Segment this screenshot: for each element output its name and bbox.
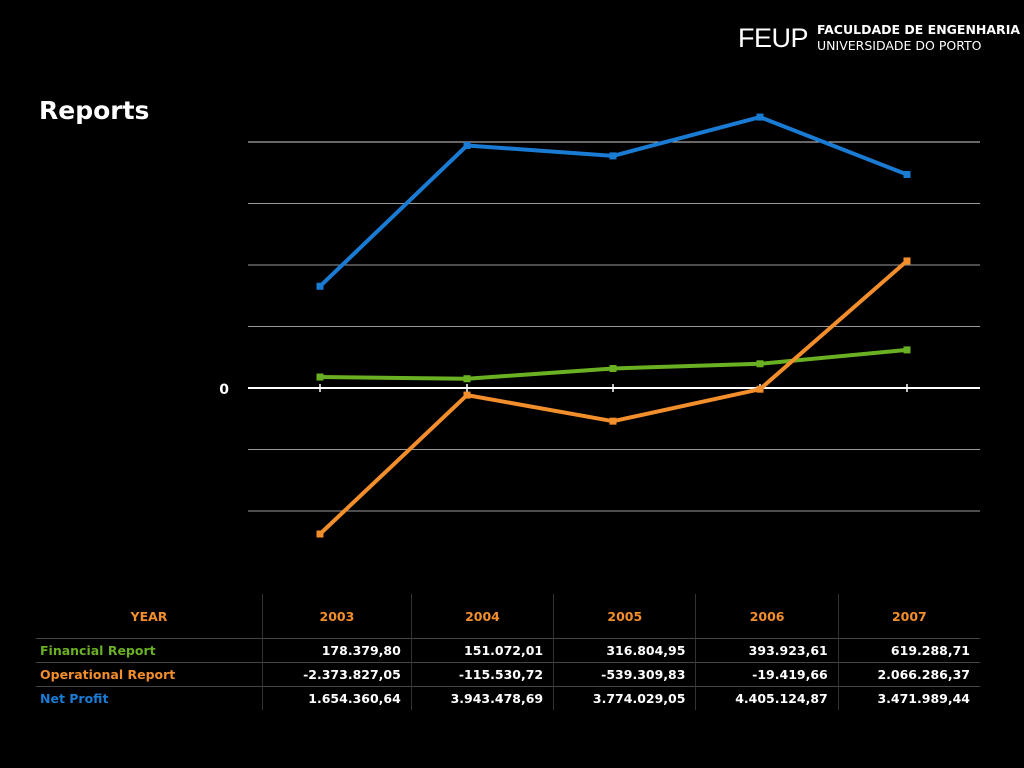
table-cell: 3.774.029,05 <box>553 686 697 710</box>
data-point <box>463 141 471 149</box>
table-header-cell: 2007 <box>891 608 927 624</box>
data-point <box>316 530 324 538</box>
row-label: Operational Report <box>36 662 263 687</box>
table-cell: 4.405.124,87 <box>695 686 839 710</box>
table-header-cell: 2004 <box>411 594 555 639</box>
data-point <box>316 373 324 381</box>
feup-logo: FEUP FACULDADE DE ENGENHARIA UNIVERSIDAD… <box>738 22 1020 54</box>
table-cell: 393.923,61 <box>695 638 839 663</box>
page-title: Reports <box>39 96 150 125</box>
table-header-row: YEAR 2003 2004 2005 2006 2007 <box>36 594 980 639</box>
data-point <box>903 257 911 265</box>
table-header-cell: YEAR <box>36 594 263 639</box>
table-cell: -2.373.827,05 <box>262 662 412 687</box>
data-table: YEAR 2003 2004 2005 2006 2007 Financial … <box>36 594 980 710</box>
data-point <box>463 375 471 383</box>
row-label: Net Profit <box>36 686 263 710</box>
table-row: Financial Report 178.379,80 151.072,01 3… <box>36 638 980 663</box>
table-row: Operational Report -2.373.827,05 -115.53… <box>36 662 980 687</box>
table-cell: 151.072,01 <box>411 638 555 663</box>
table-cell: 1.654.360,64 <box>262 686 412 710</box>
row-label: Financial Report <box>36 638 263 663</box>
table-row: Net Profit 1.654.360,64 3.943.478,69 3.7… <box>36 686 980 710</box>
data-point <box>609 152 617 160</box>
zero-label: 0 <box>219 382 229 398</box>
table-cell: 3.943.478,69 <box>411 686 555 710</box>
data-point <box>316 282 324 290</box>
logo-line1: FACULDADE DE ENGENHARIA <box>817 22 1021 37</box>
table-cell: -539.309,83 <box>553 662 697 687</box>
data-point <box>609 417 617 425</box>
data-point <box>756 360 764 368</box>
logo-mark: FEUP <box>738 22 809 53</box>
data-point <box>463 391 471 399</box>
table-cell: 316.804,95 <box>553 638 697 663</box>
line-chart: 0 <box>219 113 980 538</box>
logo-text: FACULDADE DE ENGENHARIA UNIVERSIDADE DO … <box>817 22 1020 54</box>
table-cell: 3.471.989,44 <box>838 686 980 710</box>
data-point <box>756 113 764 121</box>
data-point <box>756 385 764 393</box>
table-cell: 178.379,80 <box>262 638 412 663</box>
table-header-cell: 2006 <box>695 594 839 639</box>
series-line-1 <box>318 259 909 536</box>
logo-line2: UNIVERSIDADE DO PORTO <box>817 38 982 53</box>
table-cell: -19.419,66 <box>695 662 839 687</box>
table-cell: -115.530,72 <box>411 662 555 687</box>
data-point <box>903 170 911 178</box>
data-point <box>609 365 617 373</box>
series-line-0 <box>319 347 908 381</box>
data-point <box>903 346 911 354</box>
table-cell: 2.066.286,37 <box>838 662 980 687</box>
table-header-cell: 2003 <box>262 594 412 639</box>
table-header-cell: 2005 <box>553 594 697 639</box>
table-cell: 619.288,71 <box>838 638 980 663</box>
